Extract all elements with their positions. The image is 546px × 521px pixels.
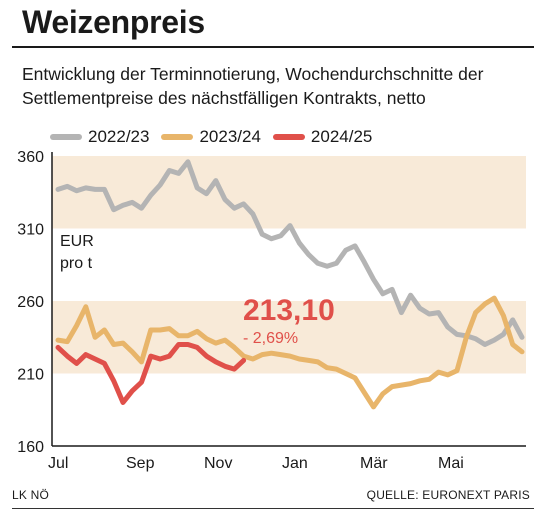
x-tick-label: Sep <box>126 455 155 472</box>
y-tick-label: 210 <box>17 367 44 384</box>
legend-swatch-2023-24 <box>161 134 194 140</box>
y-tick-label: 360 <box>17 149 44 166</box>
legend-label-2022-23: 2022/23 <box>88 127 150 146</box>
legend: 2022/23 2023/24 2024/25 <box>50 126 384 148</box>
legend-label-2024-25: 2024/25 <box>310 127 373 146</box>
title-rule <box>12 46 534 48</box>
legend-item-2022-23: 2022/23 <box>50 127 149 147</box>
y-tick-label: 260 <box>17 294 44 311</box>
y-axis-unit-label: pro t <box>60 255 93 272</box>
current-price-value: 213,10 <box>243 294 335 327</box>
legend-swatch-2022-23 <box>50 134 82 140</box>
x-tick-label: Mär <box>360 455 388 472</box>
footer-source-right: QUELLE: EURONEXT PARIS <box>366 488 530 502</box>
footer-source-left: LK NÖ <box>12 488 50 502</box>
legend-swatch-2024-25 <box>272 134 305 140</box>
footer-rule <box>12 508 534 509</box>
price-band-1 <box>52 301 526 374</box>
series-line-2022-23 <box>55 159 525 347</box>
x-tick-label: Jan <box>282 455 308 472</box>
legend-item-2024-25: 2024/25 <box>272 127 373 147</box>
chart-subtitle: Entwicklung der Terminnotierung, Wochend… <box>22 64 484 108</box>
current-price-change: - 2,69% <box>243 330 298 347</box>
x-tick-label: Jul <box>48 455 68 472</box>
series-line-2024-25 <box>55 342 247 405</box>
y-axis-unit-label: EUR <box>60 233 94 250</box>
legend-item-2023-24: 2023/24 <box>161 127 261 147</box>
legend-label-2023-24: 2023/24 <box>199 127 261 146</box>
y-tick-label: 310 <box>17 222 44 239</box>
price-band-0 <box>52 156 526 229</box>
x-tick-label: Nov <box>204 455 232 472</box>
x-tick-label: Mai <box>438 455 464 472</box>
series-line-2023-24 <box>55 295 525 410</box>
chart-title: Weizenpreis <box>22 4 205 40</box>
y-tick-label: 160 <box>17 439 44 456</box>
